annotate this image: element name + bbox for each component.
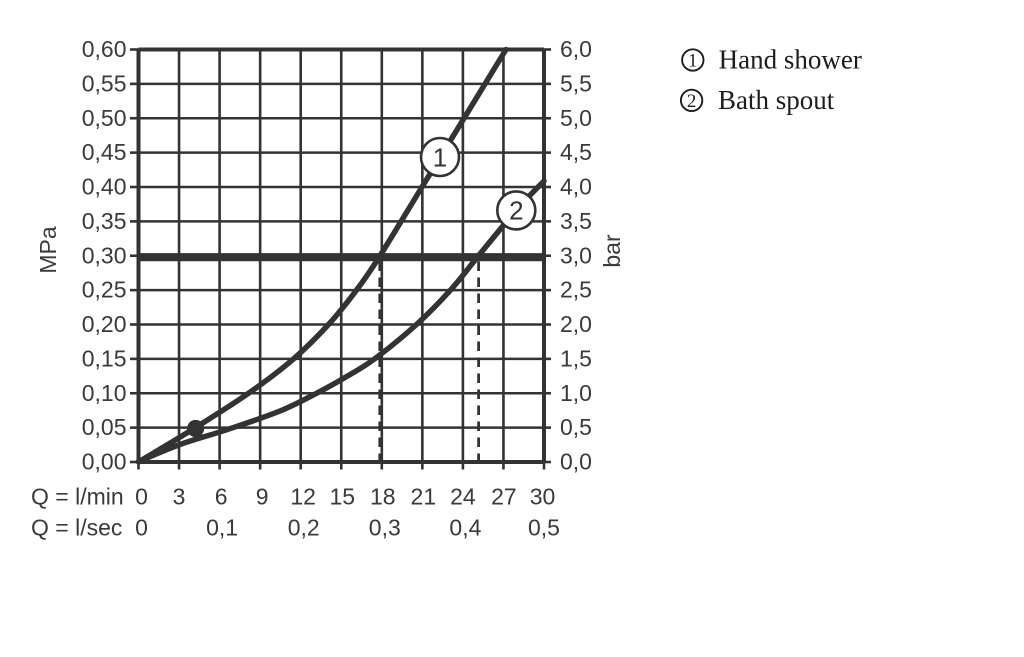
svg-text:0,05: 0,05 xyxy=(82,414,127,440)
svg-text:12: 12 xyxy=(290,484,316,510)
svg-text:1,0: 1,0 xyxy=(560,380,592,406)
svg-text:0,10: 0,10 xyxy=(82,380,127,406)
svg-text:30: 30 xyxy=(530,484,556,510)
svg-text:Hand shower: Hand shower xyxy=(719,45,862,75)
svg-text:2: 2 xyxy=(687,91,697,112)
svg-text:3: 3 xyxy=(173,484,186,510)
svg-text:0,4: 0,4 xyxy=(449,515,481,541)
svg-text:0: 0 xyxy=(135,484,148,510)
svg-text:0,1: 0,1 xyxy=(206,515,238,541)
svg-text:0,5: 0,5 xyxy=(528,515,560,541)
svg-text:6: 6 xyxy=(215,484,228,510)
svg-text:1: 1 xyxy=(688,51,698,72)
svg-text:0,2: 0,2 xyxy=(288,515,320,541)
svg-text:18: 18 xyxy=(370,484,396,510)
svg-text:Q = l/min: Q = l/min xyxy=(31,484,124,510)
svg-text:3,5: 3,5 xyxy=(560,208,592,234)
svg-text:5,0: 5,0 xyxy=(560,105,592,131)
svg-text:Bath spout: Bath spout xyxy=(718,85,835,115)
svg-text:9: 9 xyxy=(256,484,269,510)
svg-text:0,0: 0,0 xyxy=(560,449,592,475)
svg-text:0,40: 0,40 xyxy=(82,174,127,200)
svg-text:1,5: 1,5 xyxy=(560,345,592,371)
svg-text:2: 2 xyxy=(509,196,523,226)
svg-text:Q = l/sec: Q = l/sec xyxy=(31,515,122,541)
svg-text:0,00: 0,00 xyxy=(82,449,127,475)
svg-text:bar: bar xyxy=(599,234,625,268)
svg-text:2,5: 2,5 xyxy=(560,277,592,303)
svg-text:15: 15 xyxy=(329,484,355,510)
svg-text:1: 1 xyxy=(433,142,447,172)
svg-text:24: 24 xyxy=(450,484,476,510)
svg-text:0,5: 0,5 xyxy=(560,414,592,440)
svg-text:0,35: 0,35 xyxy=(82,208,127,234)
svg-text:2,0: 2,0 xyxy=(560,311,592,337)
svg-text:0,50: 0,50 xyxy=(82,105,127,131)
svg-text:21: 21 xyxy=(411,484,437,510)
svg-text:27: 27 xyxy=(491,484,517,510)
svg-text:4,5: 4,5 xyxy=(560,139,592,165)
svg-text:0,25: 0,25 xyxy=(82,277,127,303)
svg-text:3,0: 3,0 xyxy=(560,242,592,268)
svg-text:MPa: MPa xyxy=(35,226,61,274)
svg-text:0,60: 0,60 xyxy=(82,36,127,62)
svg-text:0,20: 0,20 xyxy=(82,311,127,337)
svg-text:0,3: 0,3 xyxy=(369,515,401,541)
svg-text:0,15: 0,15 xyxy=(82,345,127,371)
svg-text:0,55: 0,55 xyxy=(82,70,127,96)
svg-text:0,30: 0,30 xyxy=(82,242,127,268)
svg-text:5,5: 5,5 xyxy=(560,70,592,96)
svg-text:4,0: 4,0 xyxy=(560,174,592,200)
svg-text:6,0: 6,0 xyxy=(560,36,592,62)
svg-text:0: 0 xyxy=(135,515,148,541)
svg-text:0,45: 0,45 xyxy=(82,139,127,165)
